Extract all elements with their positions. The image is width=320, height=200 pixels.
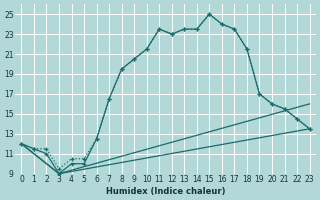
- X-axis label: Humidex (Indice chaleur): Humidex (Indice chaleur): [106, 187, 225, 196]
